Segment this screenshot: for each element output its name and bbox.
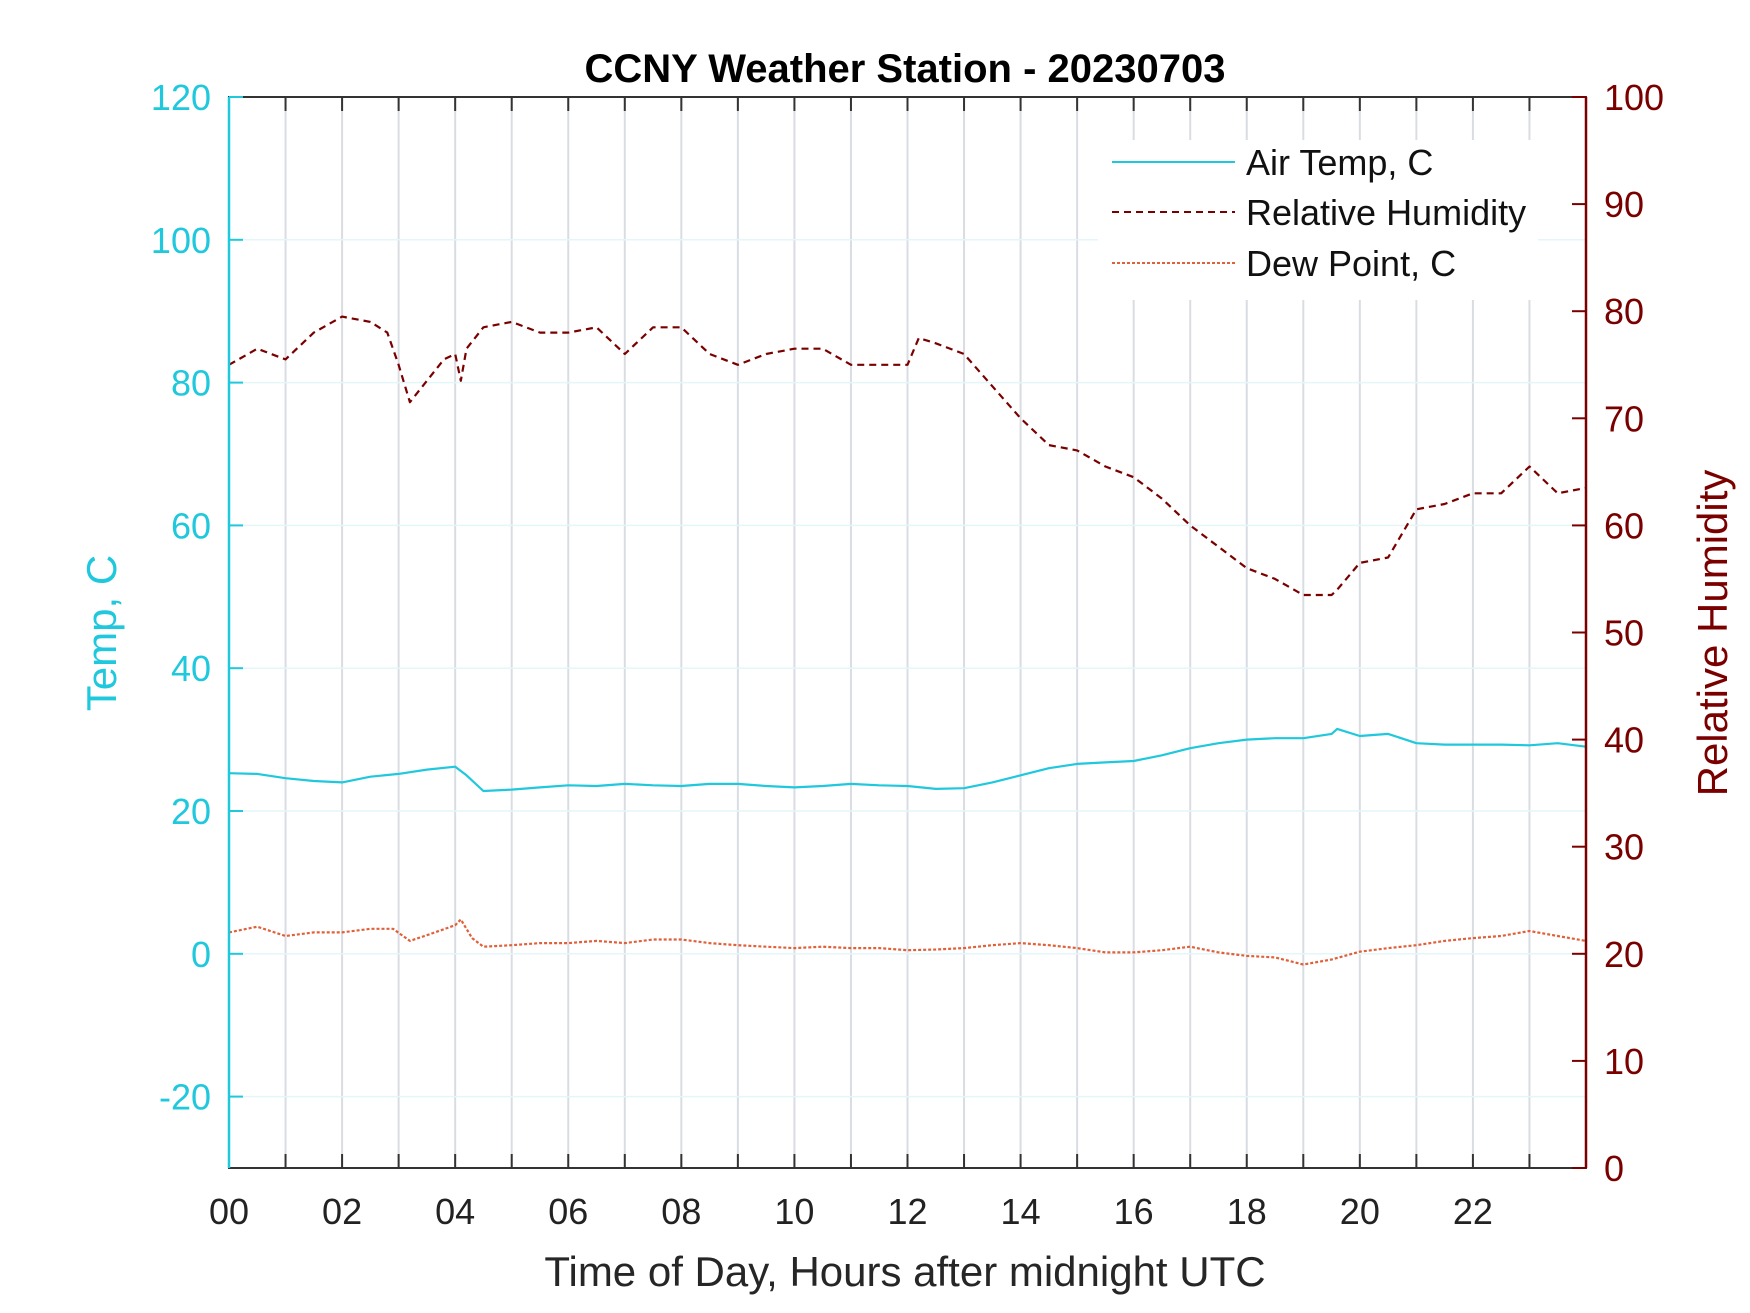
y-right-tick-label: 50 bbox=[1604, 613, 1644, 654]
series-dew-point bbox=[228, 918, 1587, 966]
y-right-tick-label: 40 bbox=[1604, 720, 1644, 761]
legend-label-air-temp: Air Temp, C bbox=[1246, 142, 1433, 183]
series-lines bbox=[228, 315, 1587, 966]
y-axis-left-label: Temp, C bbox=[78, 555, 125, 711]
y-left-tick-label: 40 bbox=[171, 648, 211, 689]
x-tick-label: 08 bbox=[661, 1191, 701, 1232]
x-tick-label: 18 bbox=[1227, 1191, 1267, 1232]
series-relative-humidity bbox=[228, 315, 1587, 597]
y-right-tick-label: 20 bbox=[1604, 934, 1644, 975]
x-axis-label: Time of Day, Hours after midnight UTC bbox=[544, 1248, 1265, 1295]
chart-title: CCNY Weather Station - 20230703 bbox=[585, 47, 1226, 91]
y-right-tick-label: 90 bbox=[1604, 184, 1644, 225]
y-right-tick-label: 70 bbox=[1604, 398, 1644, 439]
x-tick-label: 00 bbox=[209, 1191, 249, 1232]
legend-label-humidity: Relative Humidity bbox=[1246, 192, 1526, 233]
y-right-tick-label: 60 bbox=[1604, 505, 1644, 546]
x-tick-label: 02 bbox=[322, 1191, 362, 1232]
y-right-tick-label: 30 bbox=[1604, 827, 1644, 868]
tick-marks bbox=[229, 96, 1586, 1169]
y-right-tick-label: 80 bbox=[1604, 291, 1644, 332]
y-right-tick-label: 10 bbox=[1604, 1041, 1644, 1082]
x-tick-label: 06 bbox=[548, 1191, 588, 1232]
x-tick-label: 22 bbox=[1453, 1191, 1493, 1232]
x-tick-label: 10 bbox=[774, 1191, 814, 1232]
x-tick-label: 04 bbox=[435, 1191, 475, 1232]
tick-labels: 00 02 04 06 08 10 12 14 16 18 20 22-200204060801001… bbox=[151, 77, 1664, 1232]
x-tick-label: 14 bbox=[1001, 1191, 1041, 1232]
series-air-temp bbox=[228, 727, 1587, 793]
y-right-tick-label: 100 bbox=[1604, 77, 1664, 118]
y-left-tick-label: 0 bbox=[191, 934, 211, 975]
x-tick-label: 20 bbox=[1340, 1191, 1380, 1232]
y-left-tick-label: 60 bbox=[171, 505, 211, 546]
grid-lines bbox=[229, 96, 1586, 1168]
legend-box bbox=[1098, 140, 1538, 300]
legend-label-dew-point: Dew Point, C bbox=[1246, 243, 1456, 284]
legend: Air Temp, C Relative Humidity Dew Point,… bbox=[1098, 140, 1538, 300]
y-left-tick-label: 120 bbox=[151, 77, 211, 118]
x-tick-label: 12 bbox=[887, 1191, 927, 1232]
y-left-tick-label: 80 bbox=[171, 363, 211, 404]
y-left-tick-label: 20 bbox=[171, 791, 211, 832]
x-tick-label: 16 bbox=[1114, 1191, 1154, 1232]
y-axis-right-label: Relative Humidity bbox=[1689, 470, 1736, 797]
y-left-tick-label: -20 bbox=[159, 1077, 211, 1118]
y-right-tick-label: 0 bbox=[1604, 1148, 1624, 1189]
y-left-tick-label: 100 bbox=[151, 220, 211, 261]
